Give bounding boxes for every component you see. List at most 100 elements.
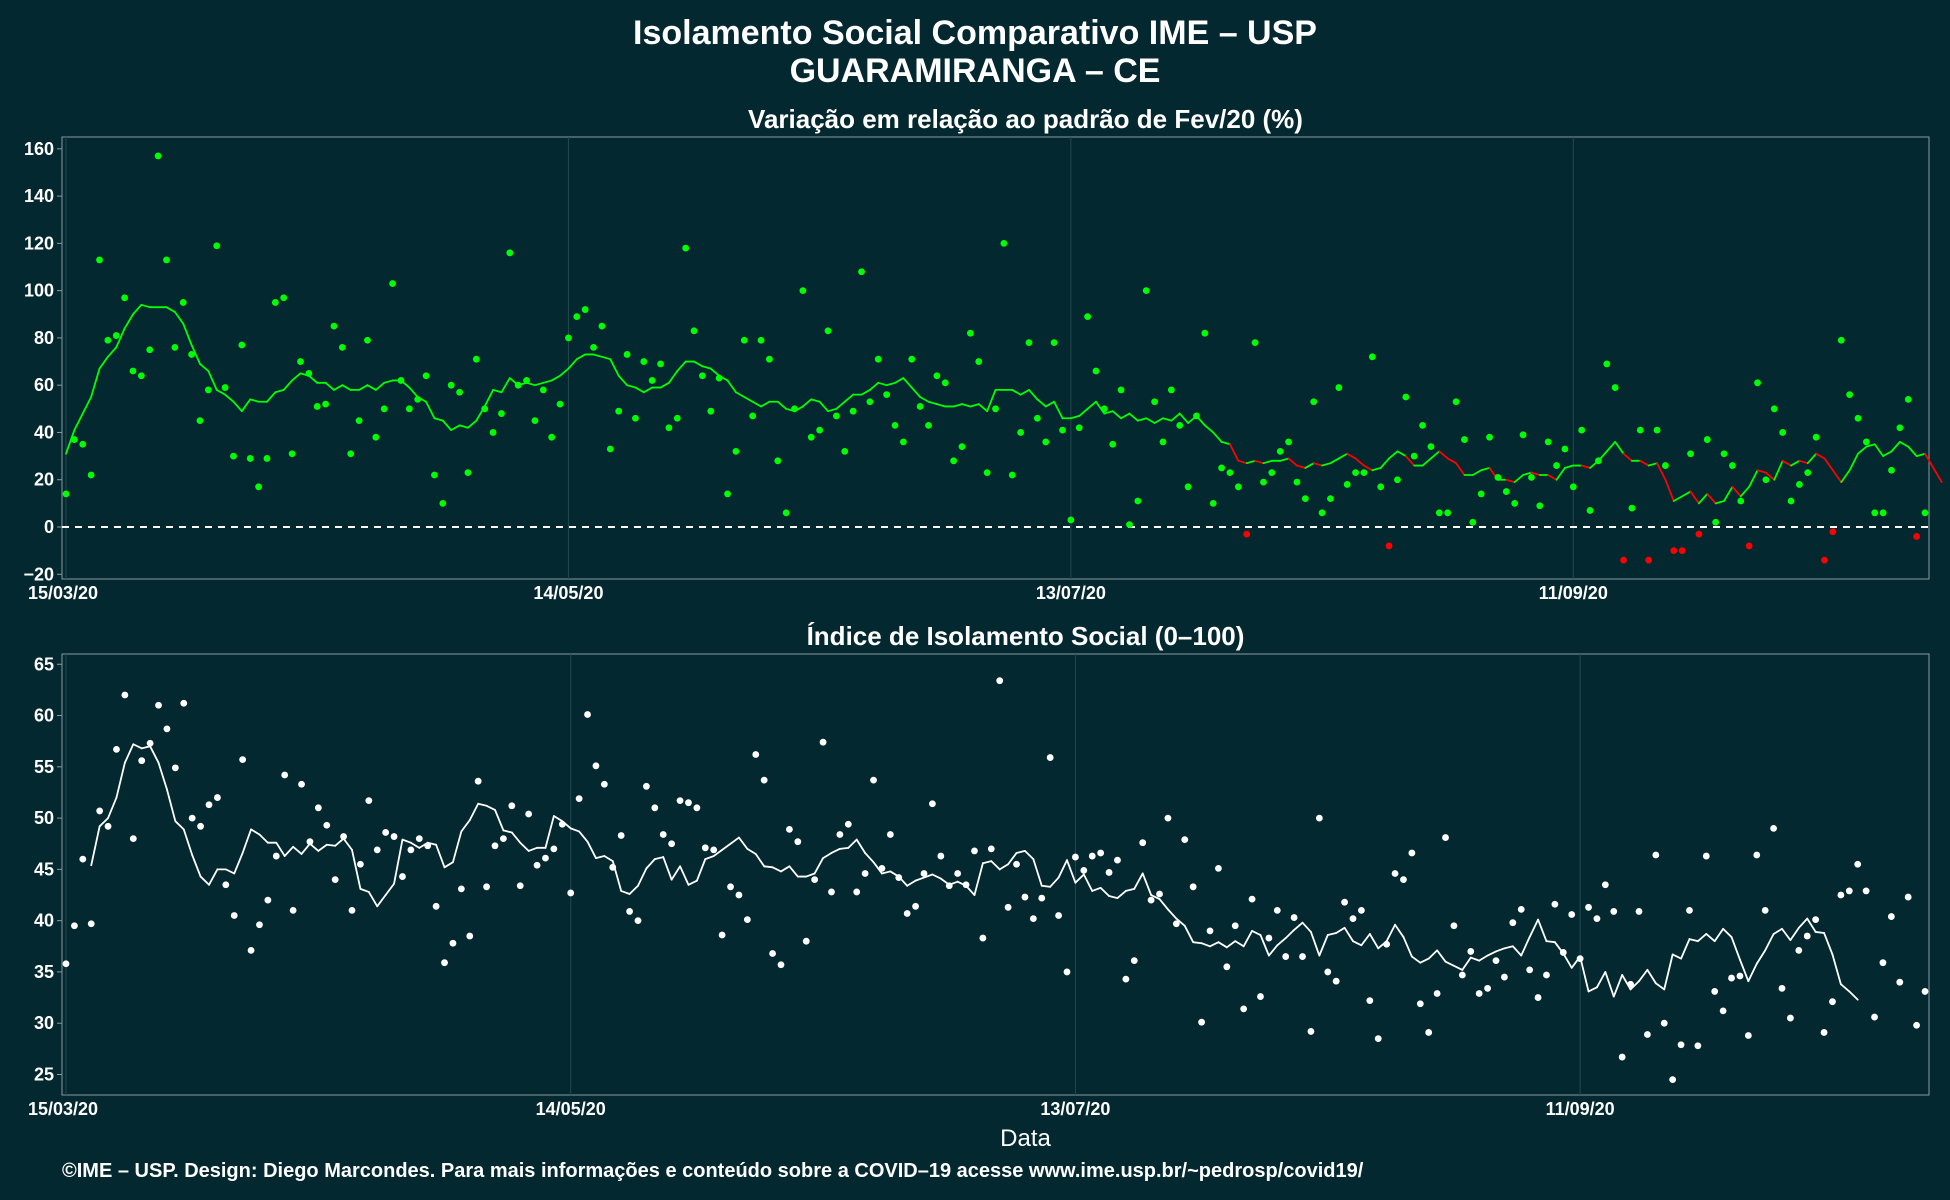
moving-average-segment <box>1781 459 1792 467</box>
daily-point <box>1534 994 1542 1001</box>
daily-point <box>617 832 625 839</box>
daily-point <box>542 854 549 862</box>
moving-average-segment <box>687 879 698 886</box>
daily-point <box>643 782 650 790</box>
moving-average-segment <box>1251 930 1262 936</box>
moving-average-segment <box>527 846 538 852</box>
moving-average-segment <box>818 400 829 413</box>
moving-average-segment <box>931 873 942 880</box>
moving-average-segment <box>1638 968 1649 983</box>
moving-average-segment <box>1293 921 1304 931</box>
daily-point <box>238 341 246 349</box>
daily-point <box>782 509 790 517</box>
moving-average-segment <box>98 817 109 828</box>
daily-point <box>1611 384 1619 391</box>
daily-point <box>1695 530 1703 538</box>
moving-average-segment <box>1103 410 1114 415</box>
moving-average-segment <box>1379 457 1390 469</box>
daily-point <box>508 802 516 810</box>
daily-point <box>338 343 346 351</box>
daily-point <box>1046 754 1054 761</box>
moving-average-segment <box>232 400 243 413</box>
moving-average-segment <box>1074 873 1085 884</box>
daily-point <box>1778 984 1786 992</box>
daily-point <box>397 377 405 384</box>
moving-average-segment <box>1343 926 1354 943</box>
daily-point <box>732 447 740 455</box>
daily-point <box>1536 502 1544 510</box>
daily-point <box>1559 949 1567 956</box>
moving-average-segment <box>123 743 135 764</box>
daily-point <box>313 403 321 410</box>
daily-point <box>1189 883 1197 891</box>
moving-average-segment <box>1848 990 1859 1001</box>
daily-point <box>1568 911 1576 918</box>
daily-point <box>104 822 112 830</box>
daily-point <box>96 807 104 815</box>
daily-point <box>1088 852 1096 860</box>
daily-point <box>1729 462 1736 469</box>
daily-point <box>1243 530 1251 538</box>
moving-average-segment <box>182 322 193 346</box>
daily-point <box>799 287 807 295</box>
daily-point <box>180 699 188 707</box>
moving-average-segment <box>98 355 109 370</box>
daily-point <box>154 152 162 160</box>
moving-average-segment <box>864 852 875 864</box>
moving-average-segment <box>923 873 934 879</box>
daily-point <box>558 820 566 828</box>
daily-point <box>1887 913 1895 920</box>
moving-average-segment <box>191 854 202 878</box>
daily-point <box>979 934 987 942</box>
moving-average-segment <box>843 393 855 403</box>
moving-average-segment <box>1647 462 1658 467</box>
daily-point <box>1276 447 1284 455</box>
moving-average-segment <box>106 346 118 358</box>
moving-average-segment <box>760 400 771 408</box>
daily-point <box>1913 1021 1920 1029</box>
daily-point <box>1366 997 1374 1005</box>
moving-average-segment <box>1537 918 1548 943</box>
daily-point <box>1595 457 1602 465</box>
daily-point <box>1702 852 1710 860</box>
daily-point <box>1142 287 1150 295</box>
daily-point <box>466 932 474 940</box>
moving-average-segment <box>1823 457 1834 472</box>
daily-point <box>1492 957 1500 965</box>
daily-point <box>247 946 255 954</box>
x-tick-label: 13/07/20 <box>1040 1099 1110 1119</box>
daily-point <box>606 445 614 453</box>
moving-average-segment <box>726 379 737 394</box>
moving-average-segment <box>73 412 84 431</box>
moving-average-segment <box>208 868 219 886</box>
daily-point <box>950 457 958 465</box>
daily-point <box>1167 386 1175 394</box>
daily-point <box>457 885 465 893</box>
moving-average-segment <box>838 846 850 850</box>
moving-average-segment <box>1220 441 1231 446</box>
daily-point <box>163 256 170 264</box>
daily-point <box>129 835 137 843</box>
moving-average-segment <box>712 848 724 857</box>
daily-point <box>844 820 852 828</box>
daily-point <box>626 908 633 915</box>
moving-average-segment <box>215 389 227 396</box>
daily-point <box>710 846 718 854</box>
daily-point <box>1427 443 1435 451</box>
daily-point <box>331 876 339 884</box>
daily-point <box>364 336 371 344</box>
daily-point <box>992 405 999 413</box>
moving-average-segment <box>1495 947 1506 953</box>
moving-average-segment <box>207 370 218 391</box>
moving-average-segment <box>1170 412 1181 422</box>
daily-point <box>1223 963 1231 971</box>
daily-point <box>1888 466 1895 474</box>
daily-point <box>456 388 463 396</box>
daily-point <box>760 776 768 784</box>
daily-point <box>1627 980 1634 988</box>
daily-point <box>415 835 423 843</box>
moving-average-segment <box>1011 389 1022 396</box>
daily-point <box>983 469 991 477</box>
moving-average-segment <box>1225 940 1237 949</box>
x-tick-label: 15/03/20 <box>28 583 98 603</box>
